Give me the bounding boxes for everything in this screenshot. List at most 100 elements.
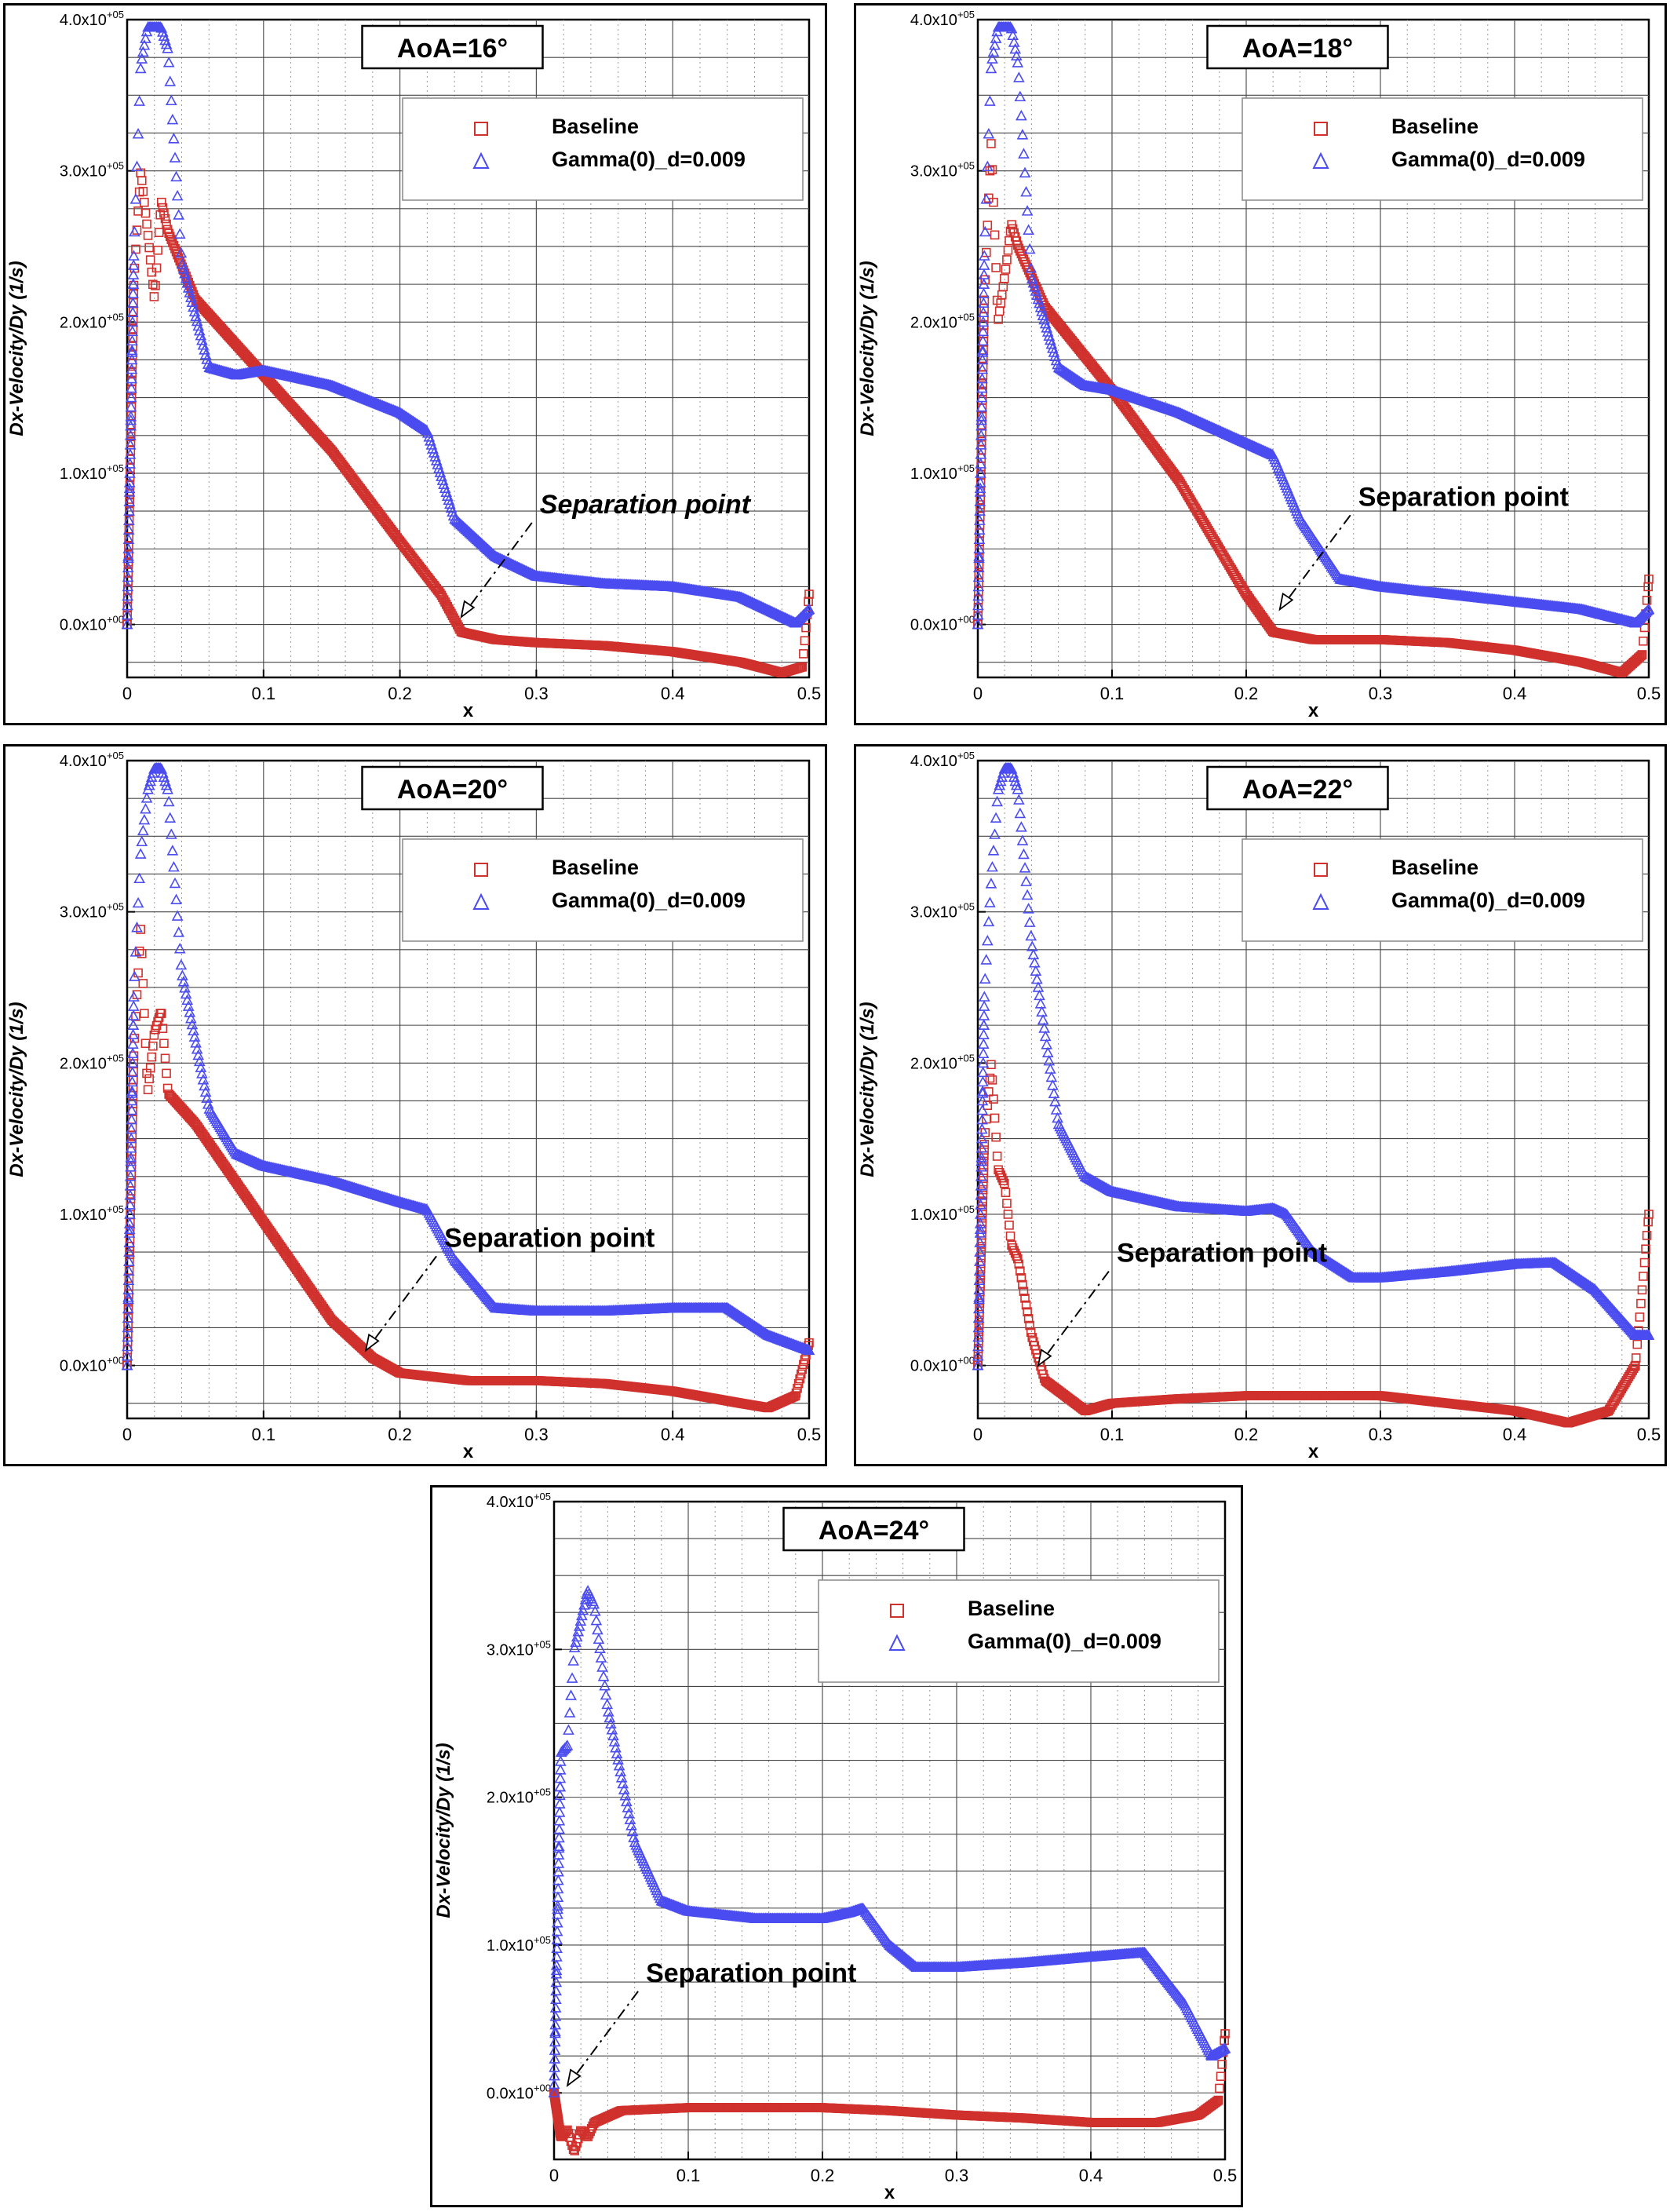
gamma-point bbox=[979, 973, 991, 984]
gamma-point bbox=[125, 1152, 137, 1163]
gamma-point bbox=[1019, 862, 1031, 873]
y-axis-label: Dx-Velocity/Dy (1/s) bbox=[857, 261, 878, 436]
gamma-point bbox=[1028, 281, 1041, 292]
gamma-point bbox=[122, 599, 133, 611]
gamma-point bbox=[127, 1000, 140, 1011]
gamma-point bbox=[1041, 1046, 1054, 1057]
gamma-point bbox=[169, 877, 181, 889]
gamma-point bbox=[1032, 293, 1045, 305]
gamma-point bbox=[976, 372, 988, 384]
baseline-point bbox=[136, 925, 146, 934]
gamma-point bbox=[972, 608, 984, 620]
baseline-point bbox=[123, 559, 133, 568]
gamma-point bbox=[973, 550, 985, 561]
gamma-point bbox=[123, 505, 135, 516]
gamma-point bbox=[975, 467, 986, 478]
gamma-point bbox=[122, 1283, 135, 1295]
gamma-point bbox=[973, 1291, 985, 1302]
gamma-point bbox=[128, 250, 140, 261]
gamma-point bbox=[122, 1330, 133, 1342]
gamma-point bbox=[131, 922, 143, 933]
gamma-point bbox=[1018, 148, 1030, 159]
gamma-point bbox=[125, 391, 137, 403]
gamma-point bbox=[1043, 1054, 1056, 1066]
baseline-point bbox=[164, 228, 173, 239]
baseline-point bbox=[799, 1360, 808, 1370]
x-tick-label: 0.1 bbox=[1100, 684, 1125, 703]
gamma-point bbox=[126, 1094, 138, 1106]
baseline-point bbox=[1002, 1199, 1012, 1208]
baseline-point bbox=[144, 1074, 154, 1084]
gamma-point bbox=[1014, 807, 1026, 819]
baseline-point bbox=[791, 1388, 801, 1398]
baseline-point bbox=[1639, 1272, 1648, 1281]
gamma-point bbox=[1039, 317, 1052, 329]
y-axis-label: Dx-Velocity/Dy (1/s) bbox=[857, 1002, 878, 1177]
gamma-point bbox=[974, 1223, 986, 1234]
gamma-point bbox=[123, 1223, 136, 1234]
gamma-point bbox=[162, 57, 175, 68]
baseline-point bbox=[1632, 1339, 1643, 1349]
gamma-point bbox=[1016, 129, 1029, 140]
chart-title: AoA=16° bbox=[397, 34, 508, 64]
gamma-point bbox=[976, 363, 989, 374]
gamma-point bbox=[140, 802, 151, 814]
baseline-point bbox=[987, 1075, 997, 1085]
gamma-point bbox=[125, 1132, 137, 1144]
gamma-point bbox=[1021, 889, 1034, 900]
baseline-point bbox=[991, 263, 1001, 272]
gamma-point bbox=[126, 363, 138, 374]
gamma-point bbox=[1007, 767, 1019, 778]
gamma-point bbox=[438, 478, 450, 489]
baseline-point bbox=[143, 1085, 153, 1094]
gamma-point bbox=[981, 934, 994, 946]
annotation-arrowhead-icon bbox=[364, 1333, 380, 1352]
x-tick-label: 0 bbox=[973, 684, 983, 703]
gamma-point bbox=[162, 42, 173, 53]
gamma-point bbox=[789, 616, 801, 628]
series-gamma bbox=[121, 761, 815, 1371]
gamma-point bbox=[124, 439, 137, 450]
baseline-point bbox=[128, 333, 137, 342]
gamma-point bbox=[122, 1293, 134, 1305]
gamma-point bbox=[987, 46, 1000, 57]
legend-entry: Baseline bbox=[1391, 115, 1479, 138]
baseline-point bbox=[170, 244, 180, 254]
baseline-point bbox=[1020, 1294, 1030, 1303]
baseline-point bbox=[151, 263, 162, 273]
gamma-point bbox=[125, 420, 137, 431]
baseline-point bbox=[1644, 1210, 1654, 1219]
baseline-point bbox=[162, 219, 171, 229]
gamma-point bbox=[423, 431, 436, 442]
gamma-point bbox=[1028, 957, 1041, 968]
baseline-point bbox=[1631, 1360, 1640, 1371]
x-axis-label: x bbox=[463, 1441, 474, 1462]
baseline-point bbox=[171, 246, 181, 257]
y-tick-label: 4.0x10+05 bbox=[910, 9, 975, 29]
gamma-point bbox=[158, 771, 170, 782]
baseline-point bbox=[128, 324, 138, 334]
baseline-point bbox=[173, 250, 182, 260]
gamma-point bbox=[1049, 1095, 1061, 1107]
gamma-point bbox=[1038, 1022, 1050, 1033]
gamma-point bbox=[126, 306, 139, 318]
gamma-point bbox=[191, 315, 203, 327]
gamma-point bbox=[972, 561, 985, 573]
gamma-point bbox=[977, 297, 990, 308]
chart-title-box bbox=[1206, 24, 1389, 70]
gamma-point bbox=[1014, 90, 1026, 102]
gamma-point bbox=[975, 429, 987, 440]
separation-point-annotation: Separation point bbox=[460, 490, 752, 619]
gamma-point bbox=[990, 812, 1002, 823]
gamma-point bbox=[980, 954, 993, 965]
baseline-point bbox=[137, 176, 147, 185]
gamma-point bbox=[127, 297, 139, 308]
gamma-point bbox=[122, 561, 134, 573]
gamma-point bbox=[1038, 313, 1050, 325]
gamma-point bbox=[123, 1255, 135, 1266]
y-tick-label: 1.0x10+05 bbox=[910, 1203, 975, 1224]
gamma-point bbox=[127, 287, 139, 298]
gamma-point bbox=[803, 1344, 815, 1356]
